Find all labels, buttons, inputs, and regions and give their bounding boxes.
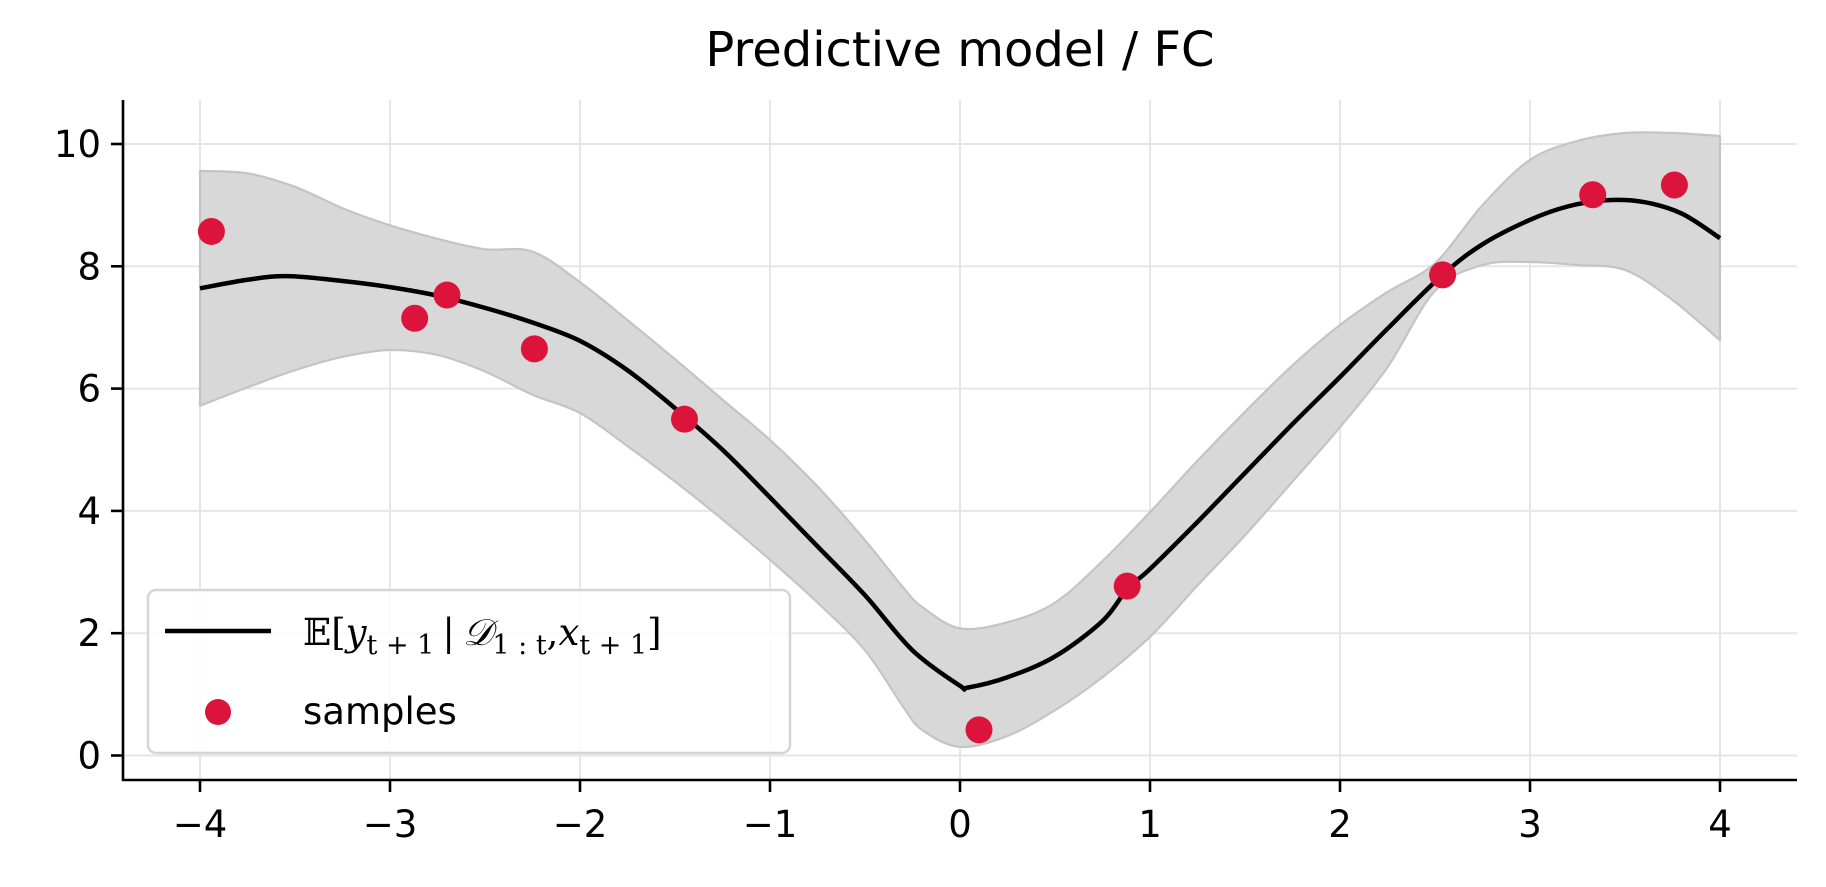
sample-point — [197, 217, 225, 245]
sample-point — [401, 304, 429, 332]
sample-point — [671, 405, 698, 433]
legend-samples-dot-icon — [205, 699, 231, 725]
y-axis-ticks: 0 2 4 6 8 10 — [54, 123, 123, 778]
sample-point — [433, 281, 461, 309]
x-tick-label: −4 — [173, 803, 228, 846]
x-tick-label: 4 — [1708, 803, 1732, 846]
x-tick-label: 1 — [1138, 803, 1162, 846]
y-tick-label: 8 — [77, 245, 101, 288]
x-tick-label: 3 — [1518, 803, 1542, 846]
mean-line-path — [199, 197, 1722, 692]
x-tick-label: −1 — [743, 803, 798, 846]
y-tick-label: 4 — [77, 490, 101, 533]
y-tick-label: 10 — [54, 123, 101, 166]
band-area — [198, 131, 1722, 749]
sample-points — [197, 171, 1688, 744]
x-axis-ticks: −4 −3 −2 −1 0 1 2 3 4 — [173, 780, 1732, 846]
x-tick-label: −2 — [553, 803, 608, 846]
sample-point — [520, 335, 548, 363]
y-tick-label: 0 — [77, 735, 101, 778]
x-tick-label: 2 — [1328, 803, 1352, 846]
legend-box — [146, 588, 792, 755]
y-tick-label: 6 — [77, 368, 101, 411]
mean-line — [199, 197, 1722, 692]
x-tick-label: 0 — [948, 803, 972, 846]
legend: 𝔼[yt + 1 | 𝒟1 : t,xt + 1] samples — [146, 588, 792, 755]
sample-point — [1660, 171, 1688, 199]
legend-samples-label: samples — [303, 690, 457, 733]
sample-point — [1579, 181, 1607, 209]
sample-point — [1429, 261, 1457, 289]
sample-point — [965, 716, 993, 744]
y-tick-label: 2 — [77, 612, 101, 655]
chart-title: Predictive model / FC — [705, 22, 1214, 78]
uncertainty-band — [198, 131, 1722, 749]
x-tick-label: −3 — [363, 803, 418, 846]
legend-mean-label: 𝔼[yt + 1 | 𝒟1 : t,xt + 1] — [303, 611, 662, 661]
sample-point — [1113, 572, 1141, 600]
